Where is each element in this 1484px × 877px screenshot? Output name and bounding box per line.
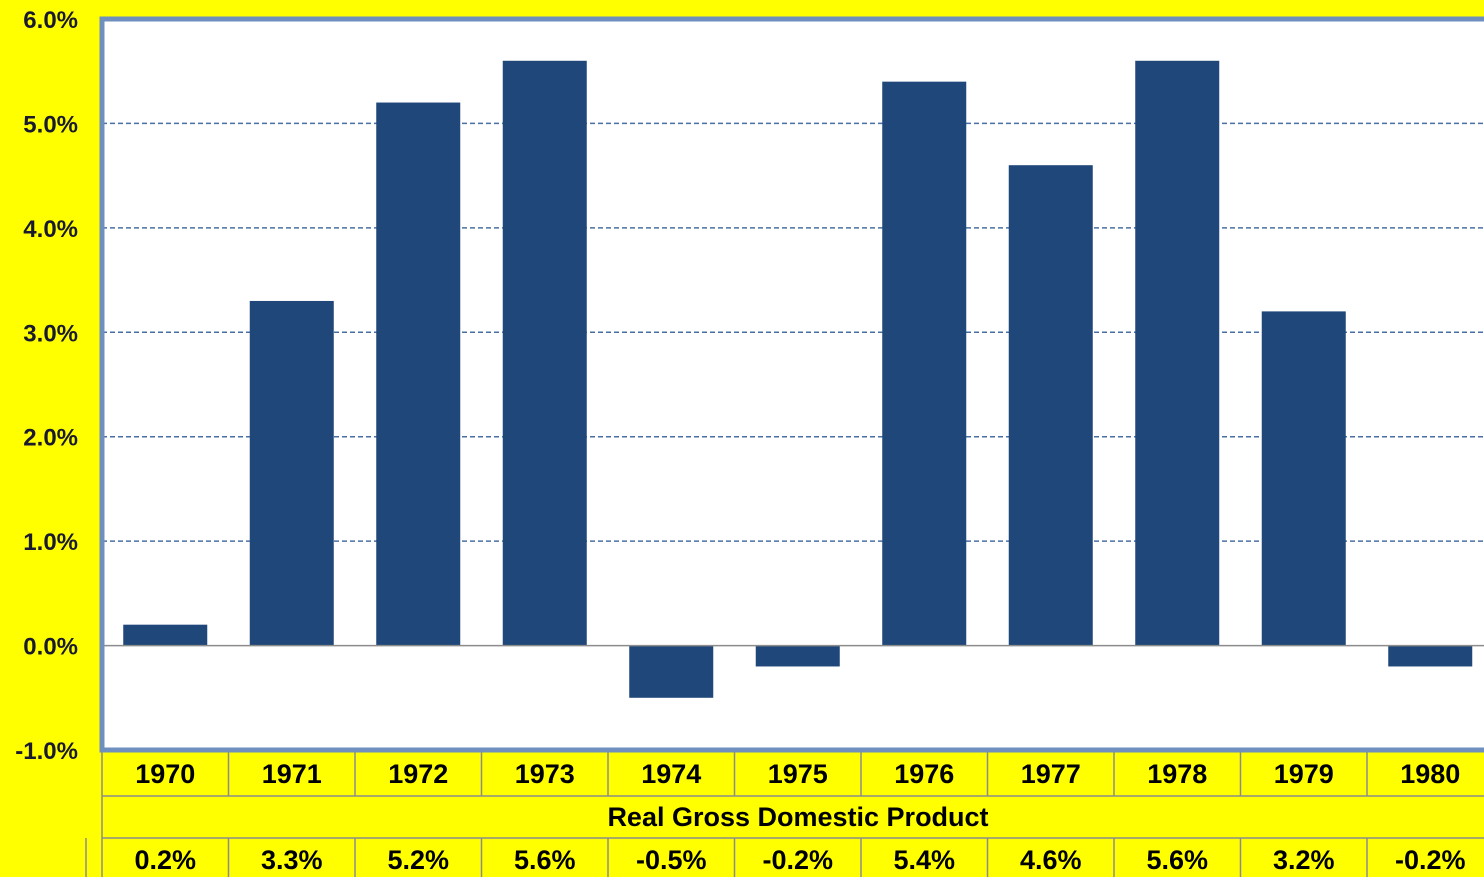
bar-1972	[376, 102, 461, 646]
bar-1974	[629, 645, 714, 698]
value-label: 5.6%	[1146, 845, 1208, 875]
y-tick-label: -1.0%	[15, 738, 78, 765]
y-tick-label: 0.0%	[23, 634, 78, 661]
value-label: -0.2%	[762, 845, 833, 875]
y-tick-label: 2.0%	[23, 425, 78, 452]
y-tick-label: 1.0%	[23, 529, 78, 556]
category-label: 1980	[1400, 759, 1460, 789]
bar-1970	[123, 624, 208, 646]
category-label: 1978	[1147, 759, 1207, 789]
y-tick-label: 4.0%	[23, 216, 78, 243]
bar-1977	[1008, 165, 1093, 646]
category-label: 1972	[388, 759, 448, 789]
value-label: 0.2%	[134, 845, 196, 875]
axes	[99, 16, 1484, 753]
value-label: 4.6%	[1020, 845, 1082, 875]
category-label: 1971	[262, 759, 322, 789]
y-tick-label: 5.0%	[23, 111, 78, 138]
data-table: 1970 0.2% 1971 3.3% 1972 5.2% 1973 5.6% 1974 -0.5…	[85, 752, 1484, 877]
value-label: 5.4%	[893, 845, 955, 875]
value-label: -0.2%	[1395, 845, 1466, 875]
y-tick-label: 6.0%	[23, 7, 78, 34]
y-axis-ticks: 6.0% 5.0% 4.0% 3.0% 2.0% 1.0% 0.0% -1.0%	[15, 7, 78, 765]
bar-1979	[1261, 311, 1346, 646]
bars	[123, 60, 1473, 698]
category-label: 1974	[641, 759, 701, 789]
category-label: 1975	[768, 759, 828, 789]
y-tick-label: 3.0%	[23, 320, 78, 347]
table-row-title: Real Gross Domestic Product	[607, 802, 988, 832]
gridlines	[102, 122, 1484, 542]
value-label: 3.2%	[1273, 845, 1335, 875]
plot-frame	[99, 16, 1484, 753]
category-label: 1979	[1274, 759, 1334, 789]
category-label: 1977	[1021, 759, 1081, 789]
value-label: 5.2%	[387, 845, 449, 875]
bar-1980	[1388, 645, 1473, 667]
bar-1973	[502, 60, 587, 646]
value-label: 5.6%	[514, 845, 576, 875]
bar-1975	[755, 645, 840, 667]
category-label: 1973	[515, 759, 575, 789]
category-label: 1976	[894, 759, 954, 789]
bar-1978	[1135, 60, 1220, 646]
bar-1976	[882, 81, 967, 646]
value-label: 3.3%	[261, 845, 323, 875]
value-label: -0.5%	[636, 845, 707, 875]
bar-1971	[249, 300, 334, 646]
category-label: 1970	[135, 759, 195, 789]
